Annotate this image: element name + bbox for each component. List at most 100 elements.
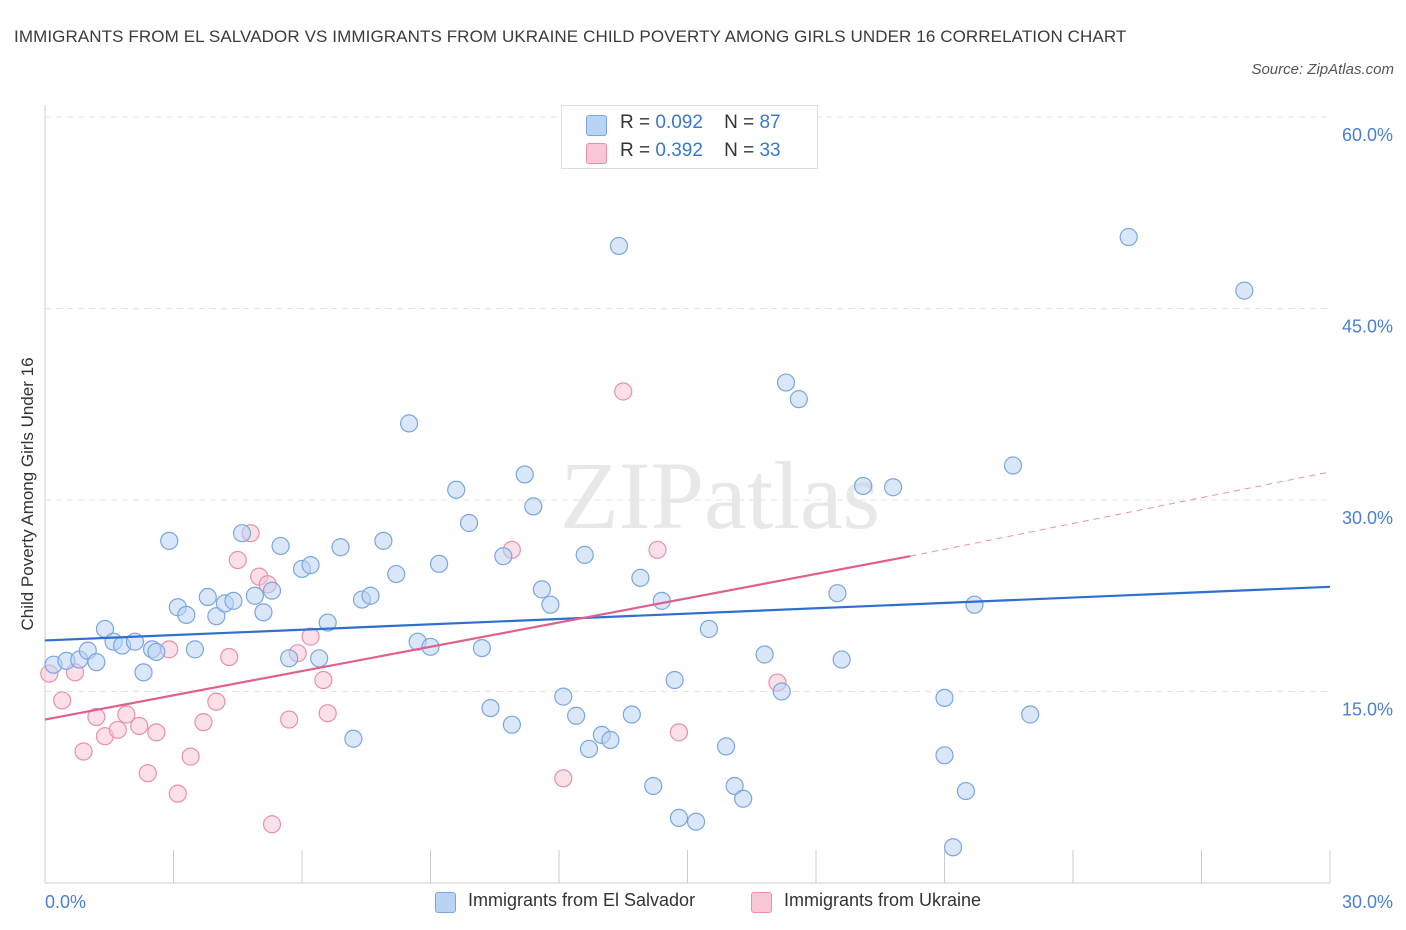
el-salvador-points: [44, 227, 1254, 857]
el-salvador-point: [772, 682, 791, 701]
el-salvador-point: [567, 706, 586, 725]
el-salvador-point: [494, 547, 513, 566]
ukraine-point: [262, 815, 282, 834]
el-salvador-point: [361, 586, 380, 605]
el-salvador-point: [301, 556, 320, 575]
ukraine-trend-line: [44, 555, 911, 721]
el-salvador-point: [1003, 456, 1023, 475]
ukraine-point: [314, 670, 333, 690]
legend-swatch-el-salvador: [586, 115, 607, 136]
el-salvador-point: [776, 373, 796, 392]
el-salvador-point: [622, 705, 641, 724]
ukraine-point: [648, 540, 667, 559]
ukraine-point: [194, 713, 213, 732]
el-salvador-point: [447, 480, 466, 499]
y-tick-label: 15.0%: [1342, 700, 1393, 720]
el-salvador-point: [609, 236, 629, 256]
el-salvador-point: [699, 619, 719, 639]
el-salvador-point: [631, 568, 650, 587]
el-salvador-point: [185, 640, 205, 659]
el-salvador-point: [601, 730, 620, 750]
ukraine-trend-extension: [910, 471, 1331, 557]
el-salvador-point: [374, 531, 393, 550]
axes: [44, 105, 1331, 884]
el-salvador-point: [686, 812, 706, 831]
el-salvador-point: [935, 688, 954, 707]
ukraine-point: [74, 742, 93, 761]
el-salvador-point: [1119, 227, 1138, 247]
legend-r-label: R =: [620, 112, 651, 133]
el-salvador-point: [331, 538, 350, 557]
el-salvador-point: [789, 390, 808, 409]
el-salvador-point: [387, 564, 406, 584]
legend-n-label: N =: [724, 112, 755, 133]
el-salvador-trend-line: [44, 585, 1331, 642]
x-tick-label: 30.0%: [1342, 892, 1393, 912]
ukraine-point: [108, 720, 127, 739]
x-tick-label: 0.0%: [45, 892, 86, 912]
el-salvador-point: [502, 715, 521, 734]
el-salvador-point: [254, 603, 273, 622]
el-salvador-point: [725, 776, 744, 796]
el-salvador-point: [883, 478, 903, 497]
legend-swatch-ukraine: [586, 143, 607, 164]
el-salvador-point: [271, 536, 290, 556]
el-salvador-point: [532, 580, 551, 599]
el-salvador-point: [310, 649, 329, 668]
ukraine-point: [207, 692, 226, 711]
ukraine-point: [318, 704, 337, 723]
el-salvador-point: [965, 595, 984, 614]
chart-title: IMMIGRANTS FROM EL SALVADOR VS IMMIGRANT…: [14, 27, 1127, 46]
el-salvador-point: [832, 650, 851, 669]
el-salvador-point: [262, 581, 282, 600]
series-label-ukraine: Immigrants from Ukraine: [784, 890, 982, 910]
el-salvador-point: [579, 739, 599, 759]
el-salvador-point: [481, 698, 500, 718]
legend-n-value: 87: [759, 112, 781, 133]
el-salvador-point: [935, 746, 954, 765]
el-salvador-point: [134, 663, 153, 682]
el-salvador-point: [515, 465, 534, 484]
legend-n-value: 33: [759, 140, 781, 161]
legend-text-el-salvador: R = 0.092 N = 87: [620, 112, 781, 134]
el-salvador-point: [245, 586, 264, 605]
el-salvador-point: [943, 838, 963, 857]
ukraine-point: [301, 627, 320, 646]
el-salvador-point: [87, 653, 106, 672]
series-swatch-el-salvador: [435, 892, 456, 913]
el-salvador-point: [280, 649, 299, 668]
el-salvador-point: [665, 670, 684, 690]
ukraine-point: [554, 769, 573, 788]
el-salvador-point: [554, 687, 573, 706]
el-salvador-point: [429, 554, 449, 573]
correlation-legend: R = 0.092 N = 87 R = 0.392 N = 33: [561, 105, 818, 169]
watermark-text: ZIPatlas: [560, 442, 880, 549]
el-salvador-point: [399, 414, 419, 433]
el-salvador-point: [472, 638, 491, 658]
el-salvador-point: [318, 613, 337, 632]
el-salvador-point: [541, 595, 560, 614]
ukraine-point: [130, 716, 149, 736]
legend-r-value: 0.392: [655, 140, 703, 161]
el-salvador-point: [956, 781, 976, 801]
tick-labels: 15.0% 30.0% 45.0% 60.0% 0.0% 30.0%: [45, 125, 1393, 912]
el-salvador-point: [669, 808, 689, 827]
el-salvador-point: [207, 607, 226, 626]
el-salvador-point: [177, 605, 196, 625]
el-salvador-point: [644, 776, 663, 796]
ukraine-point: [220, 647, 239, 667]
ukraine-point: [228, 550, 247, 570]
el-salvador-point: [524, 497, 543, 516]
el-salvador-point: [1021, 705, 1040, 724]
ukraine-point: [181, 747, 200, 766]
y-tick-label: 60.0%: [1342, 125, 1393, 145]
el-salvador-point: [1235, 281, 1254, 300]
el-salvador-point: [147, 642, 166, 662]
el-salvador-point: [734, 789, 753, 808]
ukraine-point: [138, 764, 157, 783]
legend-r-label: R =: [620, 140, 651, 161]
series-swatch-ukraine: [751, 892, 772, 913]
el-salvador-point: [160, 531, 179, 550]
el-salvador-point: [459, 513, 479, 533]
watermark: ZIPatlas: [560, 442, 880, 549]
